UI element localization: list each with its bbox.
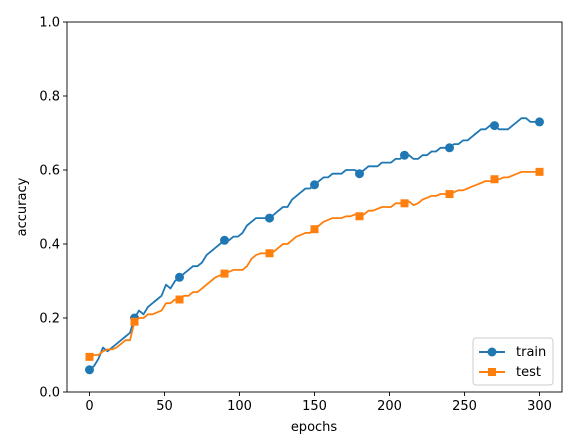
series-test-point (310, 225, 319, 234)
y-tick-label: 1.0 (39, 16, 60, 31)
x-tick-label: 150 (302, 399, 327, 414)
legend: train test (472, 337, 554, 386)
y-tick-label: 0.8 (39, 90, 60, 105)
series-train-point (310, 180, 319, 190)
series-test-point (535, 167, 544, 176)
x-tick-label: 100 (227, 399, 252, 414)
series-test-point (265, 249, 274, 258)
series-train-point (85, 365, 94, 375)
series-train-point (220, 235, 229, 245)
series-train-point (490, 121, 499, 131)
series-train-point (535, 117, 544, 127)
series-train-point (400, 150, 409, 160)
y-axis-label: accuracy (15, 177, 30, 236)
series-test-point (490, 175, 499, 184)
series-train-point (445, 143, 454, 153)
series-layer (85, 117, 544, 375)
series-test-point (445, 190, 454, 199)
series-test-point (175, 295, 184, 304)
series-test-point (220, 269, 229, 278)
x-axis-label: epochs (291, 420, 338, 435)
series-train-point (265, 213, 274, 223)
x-axis-ticks: 0 50 100 150 200 250 300 (85, 392, 552, 414)
legend-test-marker (488, 368, 496, 376)
legend-train-marker (487, 347, 497, 357)
series-test-point (355, 212, 364, 221)
plot-area (66, 21, 563, 393)
series-train-point (175, 272, 184, 282)
series-test-point (130, 317, 139, 326)
x-tick-label: 200 (377, 399, 402, 414)
y-tick-label: 0.6 (39, 164, 60, 179)
y-tick-label: 0.4 (39, 238, 60, 253)
series-test-point (400, 199, 409, 208)
series-train-point (355, 169, 364, 179)
legend-test-label: test (516, 365, 541, 380)
x-tick-label: 300 (527, 399, 552, 414)
y-axis-ticks: 0.0 0.2 0.4 0.6 0.8 1.0 (39, 16, 67, 401)
legend-train-label: train (516, 345, 546, 360)
series-test-point (85, 352, 94, 361)
y-tick-label: 0.0 (39, 386, 60, 401)
y-tick-label: 0.2 (39, 312, 60, 327)
x-tick-label: 250 (452, 399, 477, 414)
x-tick-label: 50 (156, 399, 173, 414)
x-tick-label: 0 (85, 399, 93, 414)
